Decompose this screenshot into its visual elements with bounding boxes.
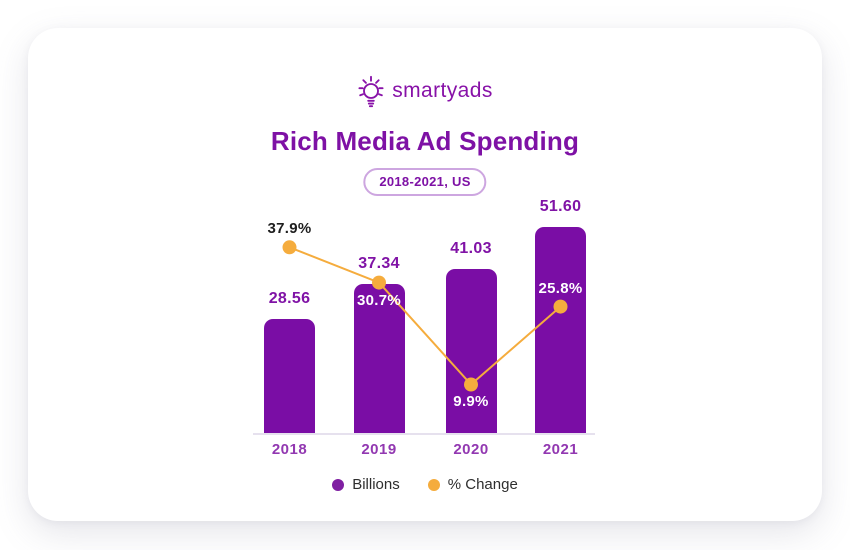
line-path	[289, 246, 562, 386]
x-axis-baseline	[253, 433, 595, 435]
legend-dot	[332, 478, 345, 491]
legend-dot	[427, 478, 440, 491]
bar-value-label-2021: 51.60	[539, 197, 582, 215]
legend-item--change: % Change	[427, 476, 518, 493]
bar-value-label-2020: 41.03	[450, 239, 492, 257]
pct-label-2019: 30.7%	[356, 291, 402, 309]
legend-label: % Change	[447, 476, 518, 493]
chart-title: Rich Media Ad Spending	[270, 126, 580, 156]
legend-item-billions: Billions	[332, 476, 400, 493]
logo-text: smartyads	[392, 79, 493, 102]
legend: Billions % Change	[28, 476, 822, 493]
pct-label-2018: 37.9%	[267, 220, 312, 238]
subtitle-badge: 2018-2021, US	[363, 168, 487, 196]
pct-label-2021: 25.8%	[538, 279, 583, 297]
x-tick-label-2020: 2020	[453, 441, 489, 458]
bar-2021	[535, 226, 586, 433]
pct-label-2020: 9.9%	[453, 393, 489, 411]
bar-value-label-2019: 37.34	[358, 254, 400, 272]
x-tick-label-2019: 2019	[361, 441, 397, 458]
lightbulb-icon	[358, 75, 384, 108]
bar-value-label-2018: 28.56	[268, 289, 311, 307]
x-tick-label-2021: 2021	[542, 441, 579, 458]
x-tick-label-2018: 2018	[271, 441, 308, 458]
legend-label: Billions	[352, 476, 400, 493]
logo: smartyads	[28, 72, 822, 110]
line-point-2018	[282, 240, 297, 255]
chart-area: 28.56 2018 37.9% 37.34 2019 30.7% 41.03 2020 9.9…	[230, 185, 620, 458]
chart-card: smartyads Rich Media Ad Spending 2018-20…	[28, 28, 822, 521]
bar-2018	[264, 318, 315, 433]
